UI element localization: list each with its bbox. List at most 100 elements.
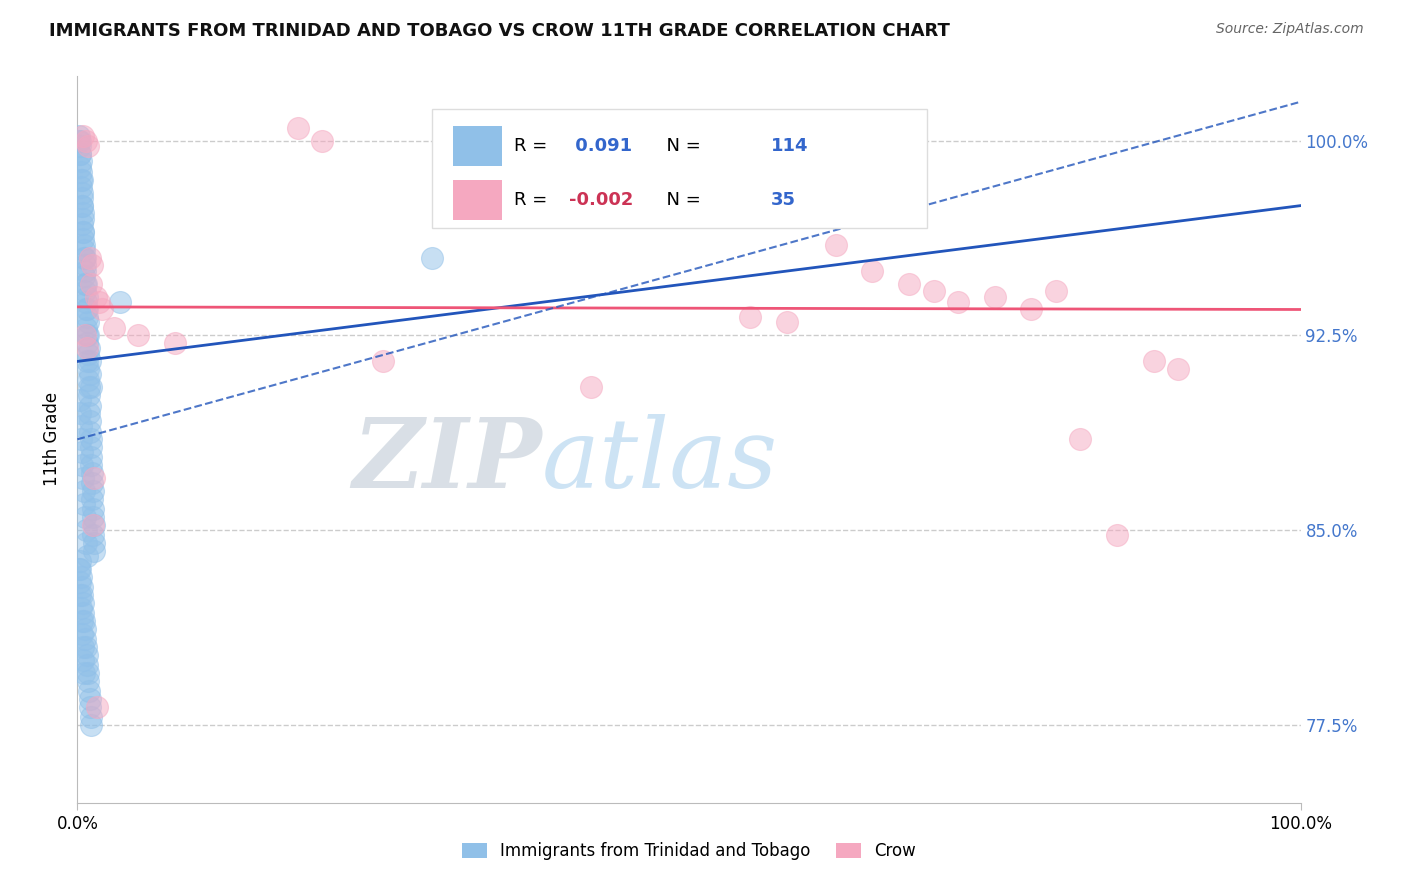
Point bbox=[946, 294, 969, 309]
Point bbox=[73, 614, 96, 628]
Point bbox=[72, 206, 94, 220]
Point bbox=[898, 277, 921, 291]
Point bbox=[77, 684, 100, 698]
Text: R =: R = bbox=[515, 137, 553, 155]
Point bbox=[73, 237, 96, 252]
Point bbox=[72, 640, 94, 654]
Point bbox=[77, 373, 100, 387]
Point bbox=[90, 302, 112, 317]
Point bbox=[76, 328, 98, 343]
Point bbox=[76, 289, 98, 303]
Point bbox=[73, 251, 96, 265]
Point bbox=[76, 658, 98, 673]
Point bbox=[579, 380, 602, 394]
Text: R =: R = bbox=[515, 191, 553, 209]
Point bbox=[862, 263, 884, 277]
Point bbox=[76, 549, 98, 563]
Point bbox=[76, 302, 98, 317]
Point bbox=[80, 466, 103, 480]
Point bbox=[69, 165, 91, 179]
Point bbox=[69, 134, 91, 148]
Point bbox=[80, 277, 103, 291]
Point bbox=[73, 484, 96, 499]
Point bbox=[76, 342, 98, 356]
Point bbox=[67, 128, 90, 143]
Point bbox=[70, 191, 93, 205]
Point bbox=[80, 458, 103, 473]
Point bbox=[75, 294, 97, 309]
Point bbox=[80, 476, 103, 491]
Point bbox=[70, 445, 93, 459]
Text: atlas: atlas bbox=[543, 414, 779, 508]
Point bbox=[80, 258, 103, 272]
Point bbox=[69, 588, 91, 602]
Point bbox=[79, 399, 101, 413]
Point bbox=[72, 225, 94, 239]
Point bbox=[70, 180, 93, 194]
Point bbox=[371, 354, 394, 368]
Point bbox=[73, 622, 96, 636]
Point bbox=[82, 510, 104, 524]
Point bbox=[79, 406, 101, 420]
Point bbox=[73, 665, 96, 680]
Point bbox=[72, 232, 94, 246]
Point bbox=[79, 354, 101, 368]
Point bbox=[82, 528, 104, 542]
Point bbox=[70, 588, 93, 602]
Point bbox=[740, 310, 762, 325]
Point bbox=[67, 562, 90, 576]
Point bbox=[80, 380, 103, 394]
Text: 35: 35 bbox=[770, 191, 796, 209]
Point bbox=[77, 328, 100, 343]
Point bbox=[70, 627, 93, 641]
Point bbox=[77, 673, 100, 688]
Point bbox=[72, 217, 94, 231]
Point bbox=[75, 277, 97, 291]
Point bbox=[89, 294, 111, 309]
Point bbox=[1045, 285, 1067, 299]
Point bbox=[86, 699, 108, 714]
Point bbox=[76, 310, 98, 325]
Text: 114: 114 bbox=[770, 137, 808, 155]
Point bbox=[79, 251, 101, 265]
Text: IMMIGRANTS FROM TRINIDAD AND TOBAGO VS CROW 11TH GRADE CORRELATION CHART: IMMIGRANTS FROM TRINIDAD AND TOBAGO VS C… bbox=[49, 22, 950, 40]
Point bbox=[73, 258, 96, 272]
Point bbox=[75, 320, 97, 334]
Point bbox=[73, 510, 96, 524]
Point bbox=[824, 237, 846, 252]
Point bbox=[75, 302, 97, 317]
Text: N =: N = bbox=[655, 191, 706, 209]
Point bbox=[67, 134, 90, 148]
Point bbox=[1107, 528, 1129, 542]
Point bbox=[70, 614, 93, 628]
Point bbox=[73, 243, 96, 257]
Point bbox=[70, 433, 93, 447]
Point bbox=[75, 523, 97, 537]
Point bbox=[69, 139, 91, 153]
Text: 0.091: 0.091 bbox=[569, 137, 633, 155]
Point bbox=[70, 199, 93, 213]
Point bbox=[70, 570, 93, 584]
Point bbox=[80, 710, 103, 724]
Point bbox=[83, 518, 105, 533]
Point bbox=[127, 328, 149, 343]
Point bbox=[73, 497, 96, 511]
Point bbox=[70, 199, 93, 213]
Point bbox=[77, 362, 100, 376]
Point bbox=[80, 433, 103, 447]
Point bbox=[82, 491, 104, 506]
Point bbox=[76, 346, 98, 360]
Point bbox=[1021, 302, 1043, 317]
Point bbox=[69, 562, 91, 576]
Point bbox=[79, 425, 101, 439]
FancyBboxPatch shape bbox=[432, 109, 928, 228]
Text: ZIP: ZIP bbox=[353, 414, 543, 508]
Text: -0.002: -0.002 bbox=[569, 191, 634, 209]
Point bbox=[72, 596, 94, 610]
Point bbox=[69, 160, 91, 174]
Point bbox=[73, 285, 96, 299]
Point bbox=[80, 718, 103, 732]
Point bbox=[82, 518, 104, 533]
Point bbox=[69, 406, 91, 420]
Point bbox=[103, 320, 125, 334]
